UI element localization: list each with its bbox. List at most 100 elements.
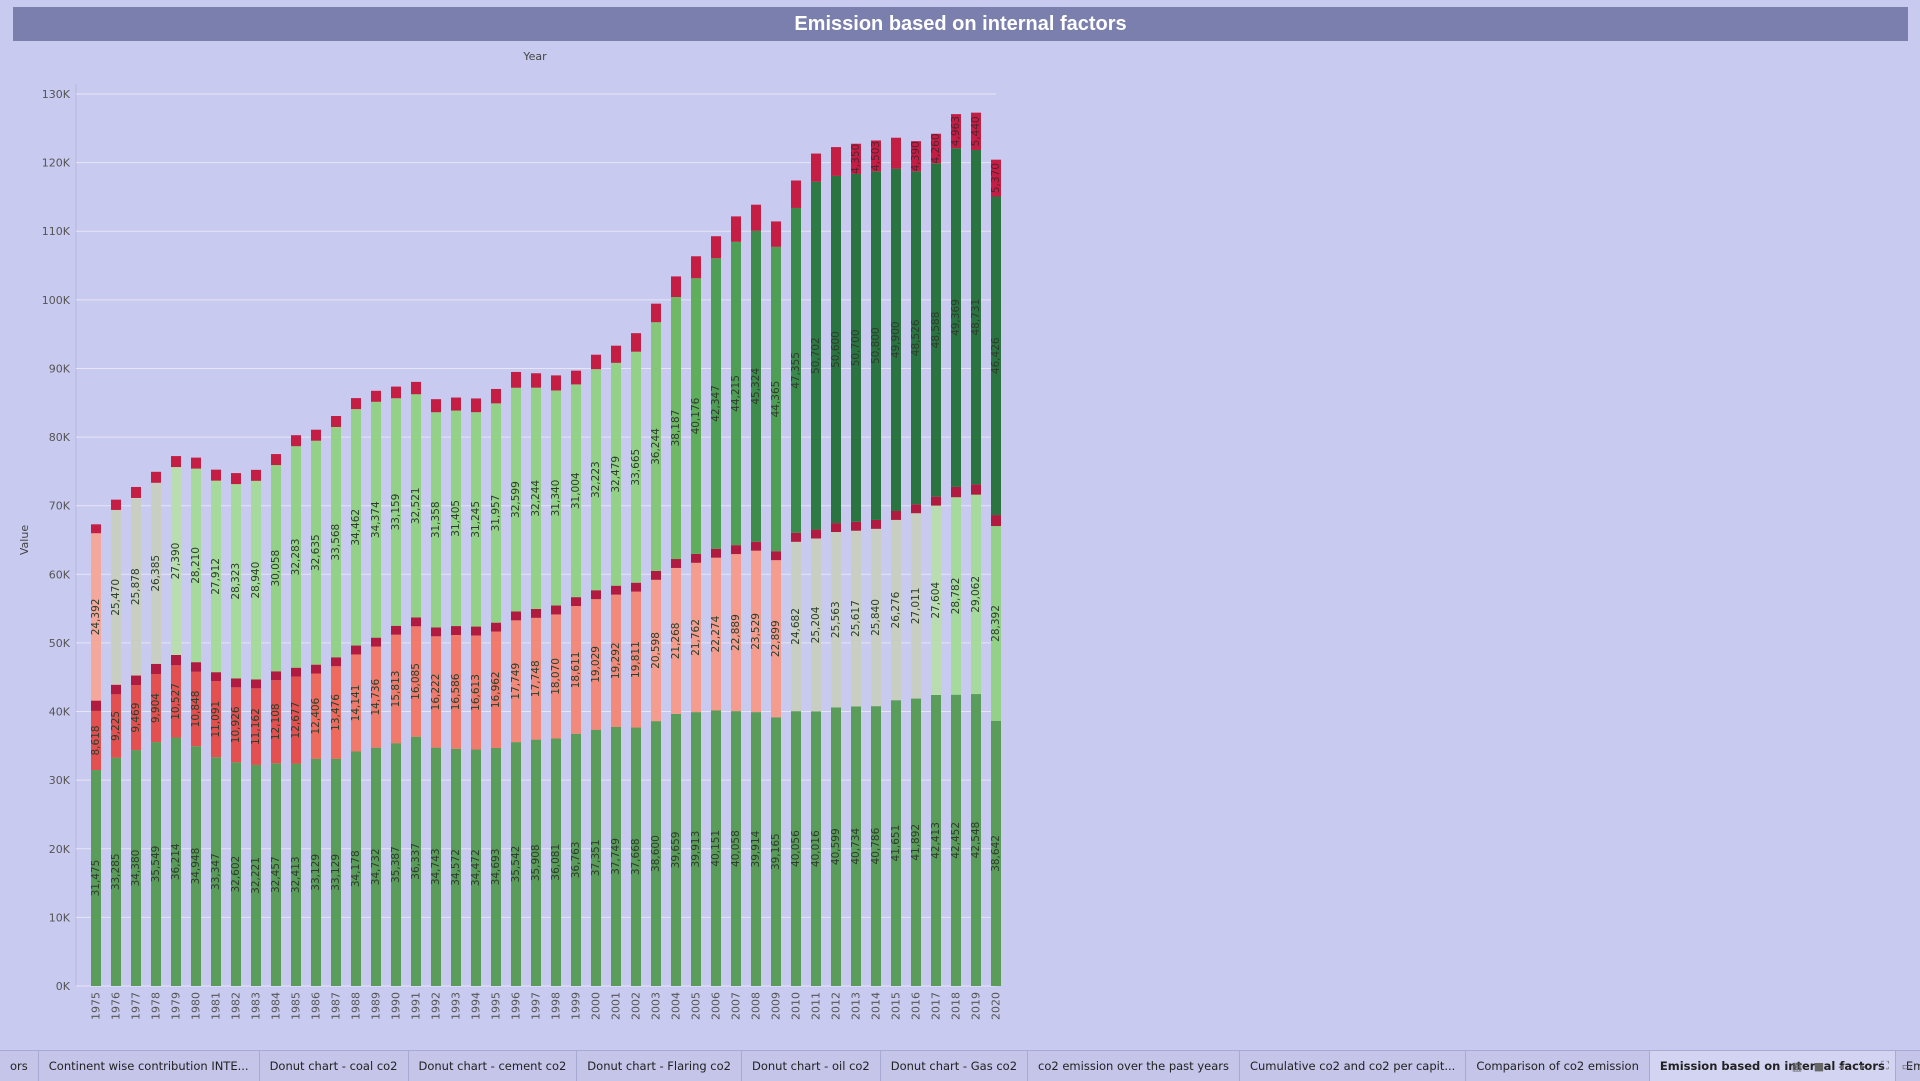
bar-segment bbox=[831, 707, 841, 986]
data-label: 11,162 bbox=[250, 708, 262, 745]
present-icon[interactable]: ▭ bbox=[1901, 1059, 1913, 1073]
data-label: 41,892 bbox=[910, 824, 922, 861]
data-label: 42,452 bbox=[950, 822, 962, 859]
data-label: 20,598 bbox=[650, 632, 662, 669]
y-tick-label: 90K bbox=[49, 362, 71, 375]
bar-segment bbox=[971, 149, 981, 485]
data-label: 24,392 bbox=[90, 599, 102, 636]
bar-segment bbox=[911, 141, 921, 172]
data-label: 12,406 bbox=[310, 697, 322, 734]
bar-segment bbox=[411, 736, 421, 986]
data-label: 31,358 bbox=[430, 501, 442, 538]
x-tick-label: 1992 bbox=[430, 992, 443, 1020]
bar-segment bbox=[631, 591, 641, 728]
x-tick-label: 2011 bbox=[810, 992, 823, 1020]
bar-segment bbox=[911, 513, 921, 699]
data-label: 19,029 bbox=[590, 646, 602, 683]
data-label: 36,337 bbox=[410, 843, 422, 880]
x-tick-label: 1977 bbox=[130, 992, 143, 1020]
bar-segment bbox=[311, 429, 321, 441]
bar-segment bbox=[671, 297, 681, 560]
bar-segment bbox=[651, 570, 661, 580]
x-tick-label: 2006 bbox=[710, 992, 723, 1020]
y-tick-label: 80K bbox=[49, 431, 71, 444]
sheet-tab[interactable]: Continent wise contribution INTE... bbox=[39, 1051, 260, 1081]
bar-segment bbox=[911, 504, 921, 514]
fullscreen-icon[interactable]: ⛶ bbox=[1881, 1059, 1889, 1072]
data-label: 49,369 bbox=[950, 299, 962, 336]
sheet-tab[interactable]: Cumulative co2 and co2 per capit... bbox=[1240, 1051, 1467, 1081]
bar-segment bbox=[91, 533, 101, 701]
tab-controls: ▦ ■ ◂ ▸ ⛶ ▭ bbox=[1790, 1051, 1914, 1081]
sheet-tab[interactable]: Donut chart - Flaring co2 bbox=[577, 1051, 742, 1081]
bar-segment bbox=[171, 467, 181, 655]
bar-segment bbox=[971, 694, 981, 986]
bar-segment bbox=[491, 388, 501, 404]
bar-segment bbox=[391, 386, 401, 399]
data-label: 32,599 bbox=[510, 481, 522, 518]
sheet-tab[interactable]: Emission based on internal factors bbox=[1649, 1051, 1896, 1081]
bar-segment bbox=[631, 582, 641, 592]
data-label: 31,957 bbox=[490, 495, 502, 532]
data-label: 40,176 bbox=[690, 397, 702, 434]
bar-segment bbox=[571, 597, 581, 607]
data-label: 28,782 bbox=[950, 578, 962, 615]
bar-segment bbox=[751, 541, 761, 551]
data-label: 4,963 bbox=[950, 116, 962, 146]
sheet-tab[interactable]: Comparison of co2 emission bbox=[1466, 1051, 1650, 1081]
bar-segment bbox=[231, 687, 241, 763]
sheet-tab[interactable]: ors bbox=[0, 1051, 39, 1081]
bar-segment bbox=[91, 700, 101, 711]
bar-segment bbox=[591, 369, 601, 591]
filmstrip-icon[interactable]: ■ bbox=[1813, 1059, 1825, 1073]
bar-segment bbox=[871, 140, 881, 172]
sheet-tab[interactable]: Donut chart - cement co2 bbox=[409, 1051, 578, 1081]
data-label: 33,129 bbox=[310, 854, 322, 891]
bar-segment bbox=[851, 706, 861, 986]
sheet-tab[interactable]: co2 emission over the past years bbox=[1028, 1051, 1240, 1081]
bar-segment bbox=[251, 679, 261, 689]
bar-segment bbox=[291, 676, 301, 764]
data-label: 40,016 bbox=[810, 830, 822, 867]
sheet-tab[interactable]: Donut chart - Gas co2 bbox=[881, 1051, 1029, 1081]
data-label: 21,762 bbox=[690, 619, 702, 656]
bar-segment bbox=[791, 207, 801, 533]
x-tick-label: 2014 bbox=[870, 992, 883, 1020]
sheet-tab[interactable]: Donut chart - oil co2 bbox=[742, 1051, 881, 1081]
y-tick-label: 30K bbox=[49, 774, 71, 787]
data-label: 16,586 bbox=[450, 673, 462, 710]
bar-segment bbox=[771, 221, 781, 247]
bar-segment bbox=[451, 634, 461, 749]
data-label: 27,604 bbox=[930, 582, 942, 619]
data-label: 36,763 bbox=[570, 841, 582, 878]
bar-segment bbox=[251, 688, 261, 765]
data-label: 12,108 bbox=[270, 703, 282, 740]
bar-segment bbox=[771, 717, 781, 986]
data-label: 45,324 bbox=[750, 368, 762, 405]
x-tick-label: 2007 bbox=[730, 992, 743, 1020]
data-label: 31,405 bbox=[450, 500, 462, 537]
y-tick-label: 10K bbox=[49, 911, 71, 924]
data-label: 26,276 bbox=[890, 591, 902, 628]
data-label: 42,548 bbox=[970, 822, 982, 859]
data-label: 35,908 bbox=[530, 844, 542, 881]
bar-segment bbox=[951, 114, 961, 149]
sheet-tab[interactable]: Donut chart - coal co2 bbox=[260, 1051, 409, 1081]
next-icon[interactable]: ▸ bbox=[1860, 1059, 1866, 1073]
data-label: 30,058 bbox=[270, 550, 282, 587]
x-tick-label: 1976 bbox=[110, 992, 123, 1020]
grid-view-icon[interactable]: ▦ bbox=[1791, 1059, 1803, 1073]
data-label: 32,457 bbox=[270, 856, 282, 893]
data-label: 50,702 bbox=[810, 337, 822, 374]
prev-icon[interactable]: ◂ bbox=[1838, 1059, 1844, 1073]
data-label: 34,462 bbox=[350, 509, 362, 546]
bar-segment bbox=[271, 465, 281, 672]
data-label: 34,948 bbox=[190, 848, 202, 885]
data-label: 19,811 bbox=[630, 641, 642, 678]
bar-segment bbox=[731, 241, 741, 546]
sheet-tab[interactable]: Emission due t bbox=[1896, 1051, 1920, 1081]
data-label: 9,225 bbox=[110, 711, 122, 741]
bar-segment bbox=[171, 737, 181, 986]
data-label: 37,749 bbox=[610, 838, 622, 875]
bar-segment bbox=[571, 384, 581, 598]
